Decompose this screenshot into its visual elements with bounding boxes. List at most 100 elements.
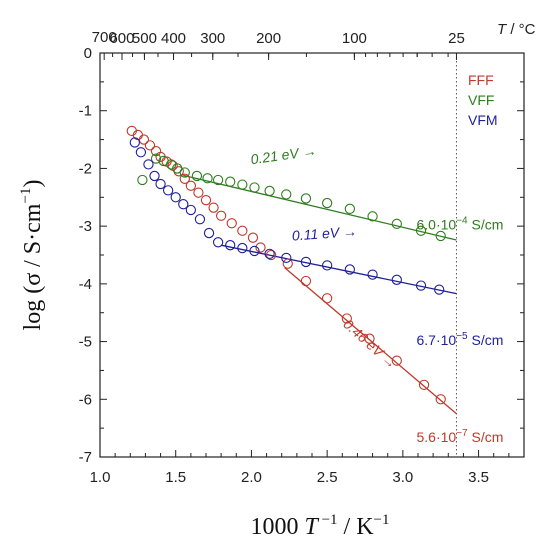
annotation-text: 6.0·10	[416, 217, 456, 233]
y-tick-label: -3	[79, 218, 92, 235]
point-fff	[265, 249, 277, 261]
point-fff	[255, 242, 266, 253]
point-fff	[247, 232, 259, 243]
x-axis-title: 1000 T −1 / K−1	[250, 512, 389, 540]
legend: FFF VFF VFM	[468, 72, 498, 128]
annotation-unit: S/cm	[468, 217, 504, 233]
x-axis-title-sup2: −1	[374, 512, 390, 528]
point-fff	[193, 187, 204, 198]
point-vff	[179, 167, 190, 178]
legend-entry-vfm: VFM	[468, 112, 498, 128]
point-fff	[391, 355, 402, 366]
x-axis-title-prefix: 1000	[250, 514, 304, 540]
point-vfm	[178, 199, 189, 210]
y-axis-title: log (σ / S·cm−1)	[18, 180, 46, 331]
point-vfm	[143, 159, 154, 170]
y-tick-label: -1	[79, 103, 92, 120]
point-vff	[300, 193, 312, 204]
point-vff	[367, 211, 378, 222]
point-fff	[364, 333, 375, 344]
top-tick-label: 500	[132, 30, 157, 47]
legend-entry-fff: FFF	[468, 72, 494, 88]
annotation-unit: S/cm	[468, 429, 504, 445]
point-vff	[264, 185, 275, 197]
point-vfm	[321, 260, 333, 271]
point-fff	[418, 379, 430, 391]
point-vfm	[162, 185, 174, 196]
point-fff	[173, 166, 184, 177]
point-fff	[237, 225, 248, 236]
annotation-exponent: −4	[456, 216, 468, 227]
y-axis-title-suffix: )	[20, 180, 46, 188]
point-vfm	[281, 252, 292, 264]
x-tick-label: 1.5	[165, 469, 186, 486]
point-fff	[321, 293, 333, 304]
x-axis-title-var: T	[304, 514, 319, 540]
x-axis-title-sup1: −1	[318, 512, 338, 528]
axes	[99, 52, 525, 458]
y-tick-label: -4	[79, 276, 92, 293]
annotation-ea_vff: 0.21 eV →	[250, 142, 318, 167]
point-fff	[185, 180, 197, 191]
point-vff	[212, 174, 224, 186]
point-fff	[200, 195, 212, 206]
point-vff	[415, 225, 427, 236]
annotation-ea_vfm: 0.11 eV →	[291, 223, 357, 244]
point-vfm	[367, 269, 378, 280]
x-tick-label: 3.0	[392, 469, 413, 486]
point-vff	[237, 179, 248, 190]
annotations: 0.21 eV → 0.11 eV → 0.46 eV → 6.0·10−4 S/cm…	[250, 142, 504, 445]
y-tick-label: 0	[84, 45, 92, 62]
point-vfm	[129, 137, 140, 148]
x-tick-label: 1.0	[90, 469, 111, 486]
point-vff	[191, 170, 203, 182]
point-fff	[300, 275, 312, 287]
point-vfm	[344, 264, 356, 275]
top-axis-title-var: T	[497, 21, 508, 38]
point-vff	[344, 203, 356, 214]
point-vfm	[212, 237, 224, 248]
annotation-exponent: −7	[456, 428, 468, 439]
top-tick-label: 600	[109, 30, 134, 47]
data-points	[126, 125, 446, 405]
annotation-s_fff: 5.6·10−7 S/cm	[416, 428, 503, 445]
top-tick-label: 100	[342, 30, 367, 47]
point-fff	[282, 258, 293, 269]
x-tick-label: 2.5	[317, 469, 338, 486]
point-vff	[281, 189, 292, 200]
y-axis-title-sup: −1	[18, 188, 34, 204]
point-fff	[144, 140, 156, 151]
point-vfm	[434, 284, 445, 295]
annotation-s_vff: 6.0·10−4 S/cm	[416, 216, 503, 233]
point-fff	[435, 394, 446, 405]
point-vff	[202, 173, 213, 184]
ticks: 1.0 1.5 2.0 2.5 3.0 3.50-1-2-3-4-5-6-77006005…	[79, 29, 524, 486]
annotation-ea_fff: 0.46 eV →	[340, 316, 400, 372]
top-axis-title-unit: / °C	[506, 21, 536, 38]
point-fff	[215, 210, 227, 221]
top-tick-label: 700	[92, 29, 117, 46]
top-tick-label: 400	[161, 30, 186, 47]
top-tick-label: 300	[200, 30, 225, 47]
point-vff	[225, 176, 236, 187]
point-vff	[435, 230, 446, 242]
y-tick-label: -7	[79, 449, 92, 466]
point-vfm	[415, 280, 427, 291]
point-vff	[249, 182, 260, 193]
top-tick-label: 200	[256, 30, 281, 47]
point-vff	[150, 153, 162, 164]
point-vfm	[155, 178, 166, 190]
point-vff	[137, 174, 148, 186]
annotation-s_vfm: 6.7·10−5 S/cm	[416, 331, 503, 348]
y-tick-label: -2	[79, 160, 92, 177]
fit-lines	[183, 174, 457, 415]
point-vff	[391, 218, 402, 229]
point-vfm	[185, 204, 197, 216]
point-vff	[321, 197, 333, 209]
point-fff	[138, 134, 150, 145]
point-fff	[341, 313, 352, 324]
y-tick-label: -6	[79, 391, 92, 408]
point-vfm	[300, 256, 312, 268]
point-vfm	[225, 240, 236, 251]
